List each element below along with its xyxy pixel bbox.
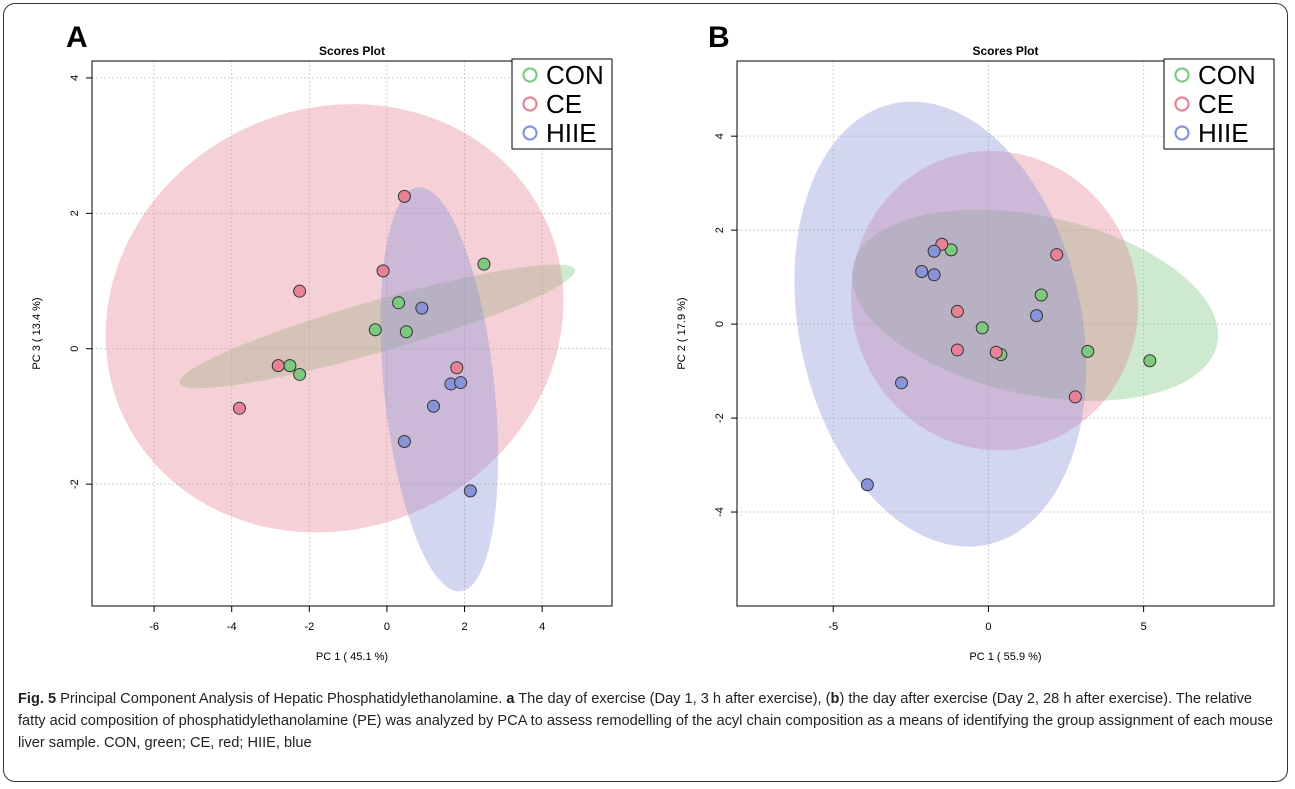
data-point-con <box>392 296 406 310</box>
caption-a-label: a <box>506 691 515 707</box>
legend-box <box>511 58 613 150</box>
data-point-ce <box>950 343 964 357</box>
data-point-con <box>368 323 382 337</box>
data-point-ce <box>1068 390 1082 404</box>
data-point-ce <box>376 264 390 278</box>
data-point-ce <box>950 304 964 318</box>
data-point-hiie <box>927 244 941 258</box>
x-tick-label: -2 <box>304 621 314 633</box>
y-tick-label: 0 <box>69 346 81 352</box>
legend-label-con: CON <box>1198 60 1256 90</box>
data-point-ce <box>271 359 285 373</box>
data-point-ce <box>397 189 411 203</box>
data-point-con <box>1081 344 1095 358</box>
legend-marker-hiie <box>1174 125 1190 141</box>
x-axis-label: PC 1 ( 45.1 %) <box>316 651 388 663</box>
x-tick-label: -5 <box>828 621 838 633</box>
x-tick-label: 2 <box>461 621 467 633</box>
legend-label-hiie: HIIE <box>546 118 597 148</box>
confidence-ellipse-con <box>851 209 1219 401</box>
data-point-hiie <box>415 301 429 315</box>
chart-title: Scores Plot <box>972 44 1038 58</box>
x-tick-label: -4 <box>227 621 237 633</box>
x-tick-label: 5 <box>1141 621 1147 633</box>
y-tick-label: 4 <box>69 75 81 81</box>
x-tick-label: -6 <box>149 621 159 633</box>
y-tick-label: 2 <box>714 227 726 233</box>
legend-label-ce: CE <box>1198 89 1234 119</box>
y-axis-label: PC 2 ( 17.9 %) <box>676 297 688 369</box>
y-tick-label: -4 <box>714 507 726 517</box>
data-point-con <box>975 321 989 335</box>
y-tick-label: 0 <box>714 321 726 327</box>
data-point-ce <box>989 345 1003 359</box>
panel-letter: B <box>708 21 730 54</box>
chart-title: Scores Plot <box>319 44 385 58</box>
data-point-con <box>399 325 413 339</box>
legend-box <box>1163 58 1275 150</box>
x-axis-label: PC 1 ( 55.9 %) <box>969 651 1041 663</box>
panel-a: A Scores Plot -6 -4 -2 0 2 4 -2 0 2 4 PC 1 ( 45.1 %)… <box>31 21 613 663</box>
y-tick-label: 4 <box>714 133 726 139</box>
legend-marker-ce <box>522 96 538 112</box>
data-point-con <box>293 367 307 381</box>
gridlines <box>737 61 1274 606</box>
data-point-ce <box>1050 248 1064 262</box>
data-point-ce <box>450 361 464 375</box>
caption-a-text: The day of exercise (Day 1, 3 h after ex… <box>514 691 831 707</box>
y-axis-label: PC 3 ( 13.4 %) <box>31 297 43 369</box>
confidence-ellipse-ce <box>851 150 1139 451</box>
y-tick-label: -2 <box>714 413 726 423</box>
data-point-hiie <box>454 376 468 390</box>
confidence-ellipse-ce <box>105 104 564 533</box>
legend-marker-hiie <box>522 125 538 141</box>
data-point-hiie <box>397 434 411 448</box>
data-point-ce <box>232 401 246 415</box>
data-point-con <box>1034 288 1048 302</box>
data-point-con <box>1143 354 1157 368</box>
x-tick-label: 0 <box>985 621 991 633</box>
y-tick-label: -2 <box>69 479 81 489</box>
caption-fig-label: Fig. 5 <box>18 691 57 707</box>
data-point-hiie <box>895 376 909 390</box>
data-point-ce <box>293 284 307 298</box>
legend-label-ce: CE <box>546 89 582 119</box>
legend-label-hiie: HIIE <box>1198 118 1249 148</box>
figure-caption: Fig. 5 Principal Component Analysis of H… <box>18 688 1278 754</box>
data-point-con <box>944 243 958 257</box>
gridlines <box>92 61 612 606</box>
data-point-hiie <box>426 399 440 413</box>
panel-b: B Scores Plot -5 0 5 -4 -2 0 2 4 PC 1 ( 55.9 %) PC … <box>676 21 1275 663</box>
data-point-hiie <box>927 268 941 282</box>
legend-marker-con <box>522 67 538 83</box>
data-point-hiie <box>1030 309 1044 323</box>
confidence-ellipse-hiie <box>794 101 1087 547</box>
data-point-con <box>477 257 491 271</box>
caption-title: Principal Component Analysis of Hepatic … <box>56 691 507 707</box>
x-tick-label: 4 <box>539 621 545 633</box>
caption-b-label: b <box>830 691 840 707</box>
plot-box <box>91 60 613 607</box>
x-tick-label: 0 <box>384 621 390 633</box>
data-point-hiie <box>463 484 477 498</box>
y-tick-label: 2 <box>69 210 81 216</box>
plot-box <box>736 60 1275 607</box>
data-point-hiie <box>860 478 874 492</box>
legend-label-con: CON <box>546 60 604 90</box>
legend-marker-ce <box>1174 96 1190 112</box>
figure-plots: A Scores Plot -6 -4 -2 0 2 4 -2 0 2 4 PC 1 ( 45.1 %)… <box>31 21 1275 663</box>
data-point-con <box>283 359 297 373</box>
caption-b-text: ) the day after exercise (Day 2, 28 h af… <box>18 691 1273 751</box>
data-point-hiie <box>915 264 929 278</box>
legend-marker-con <box>1174 67 1190 83</box>
panel-letter: A <box>66 21 88 54</box>
figure-frame <box>3 3 1288 782</box>
